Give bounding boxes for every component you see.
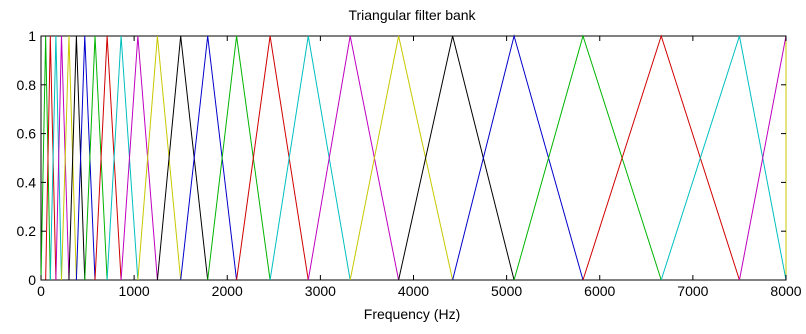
- filter-8: [84, 35, 108, 281]
- filter-7: [75, 35, 96, 281]
- y-tick-label: 0.8: [17, 77, 37, 93]
- filter-18: [307, 35, 400, 281]
- filter-5: [60, 35, 77, 281]
- filter-6: [68, 35, 86, 281]
- y-tick-label: 0.2: [17, 223, 37, 239]
- filter-4: [55, 35, 70, 281]
- y-tick-label: 1: [28, 28, 36, 44]
- filter-22: [513, 34, 662, 281]
- plot-frame: [40, 35, 787, 281]
- x-tick-label: 3000: [305, 283, 336, 299]
- y-tick-label: 0.4: [17, 174, 37, 190]
- x-tick-label: 5000: [491, 283, 522, 299]
- filter-2: [45, 35, 57, 281]
- filter-21: [452, 34, 584, 281]
- filter-10: [106, 35, 139, 281]
- y-tick-label: 0.6: [17, 126, 37, 142]
- filter-19: [349, 35, 454, 281]
- filter-3: [49, 35, 62, 281]
- filter-9: [94, 35, 122, 281]
- x-tick-label: 1000: [119, 283, 150, 299]
- filter-24: [660, 35, 787, 281]
- filter-12: [137, 35, 182, 281]
- filter-16: [236, 35, 309, 281]
- filter-20: [398, 35, 515, 281]
- filter-14: [180, 35, 238, 281]
- x-tick-label: 4000: [398, 283, 429, 299]
- x-tick-label: 0: [37, 283, 45, 299]
- x-tick-label: 2000: [212, 283, 243, 299]
- filter-13: [156, 35, 209, 281]
- filter-23: [582, 34, 740, 281]
- filter-17: [269, 35, 351, 281]
- filter-15: [207, 35, 271, 281]
- x-axis-label: Frequency (Hz): [364, 306, 460, 322]
- y-tick-label: 0: [28, 272, 36, 288]
- x-tick-label: 8000: [770, 283, 801, 299]
- plot-area: 0 1000 2000 3000 4000 5000 6000 7000 8000 0 0.2 0.4…: [17, 28, 802, 299]
- filter-1: [40, 35, 51, 281]
- x-tick-label: 6000: [584, 283, 615, 299]
- filter-11: [120, 35, 158, 281]
- x-tick-label: 7000: [677, 283, 708, 299]
- chart-title: Triangular filter bank: [348, 7, 476, 23]
